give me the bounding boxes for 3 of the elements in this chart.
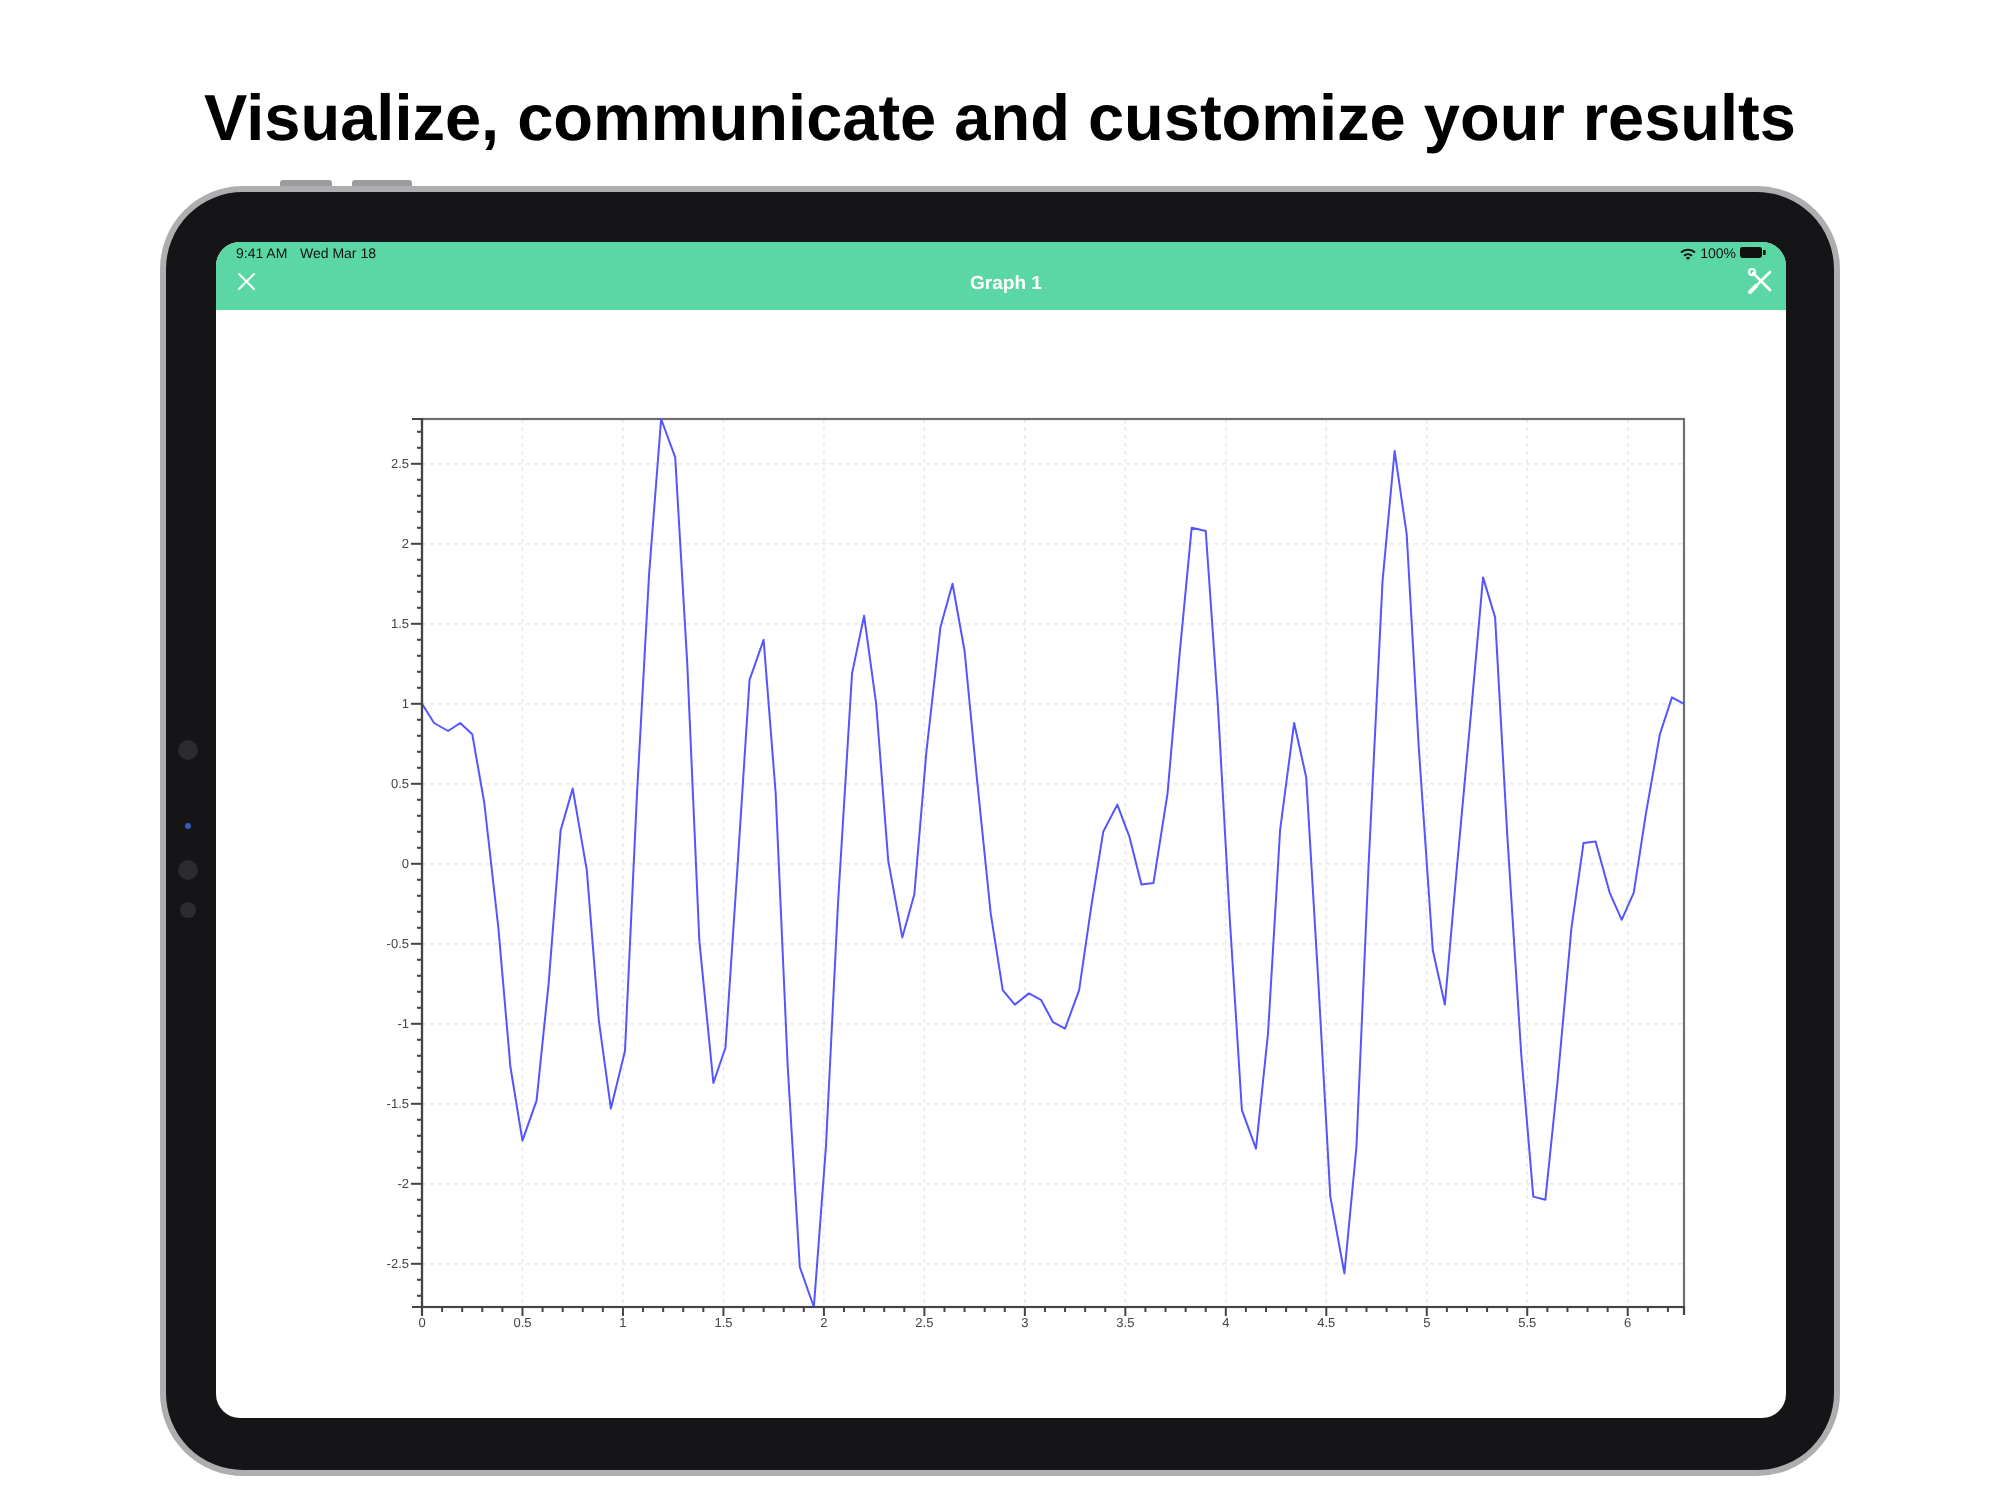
text: Visualize, communicate and customize your results bbox=[204, 82, 1796, 154]
chart-title: Graph 1 bbox=[970, 273, 1044, 295]
line-series bbox=[421, 418, 1685, 1308]
